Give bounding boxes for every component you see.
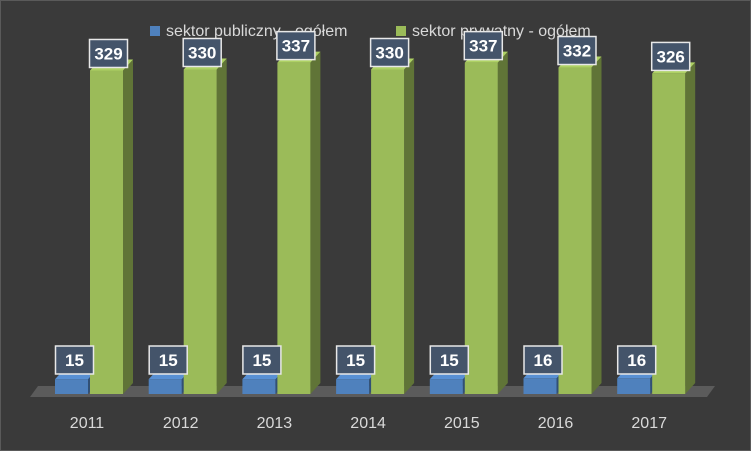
data-label-private-2015-box	[463, 30, 504, 61]
data-label-private-2015: 337	[463, 30, 504, 61]
bar-private-2015	[464, 51, 508, 394]
data-label-public-2014-box	[335, 345, 376, 375]
data-label-public-2014-text: 15	[346, 351, 365, 370]
x-tick-2014: 2014	[350, 415, 386, 432]
x-tick-2012: 2012	[163, 415, 199, 432]
data-label-public-2015: 15	[429, 345, 470, 375]
data-label-private-2017-text: 326	[657, 47, 685, 66]
bar-private-2012	[183, 58, 227, 394]
bar-private-2012-front	[183, 69, 217, 394]
bar-public-2011-front	[55, 379, 88, 394]
data-label-private-2016-text: 332	[563, 42, 591, 61]
bar-public-2013-front	[242, 379, 276, 394]
x-tick-2011: 2011	[70, 415, 105, 432]
bar-private-2017-side	[685, 62, 696, 394]
legend-swatch-public	[150, 26, 160, 36]
data-label-private-2017-box	[650, 41, 691, 72]
bar-private-2014-front	[371, 69, 405, 394]
data-label-private-2016-box	[557, 35, 597, 66]
data-label-public-2015-box	[429, 345, 470, 375]
data-label-private-2013-box	[276, 30, 316, 61]
bar-private-2013	[277, 51, 321, 394]
bar-private-2011-side	[123, 59, 133, 394]
data-label-private-2017: 326	[650, 41, 691, 72]
data-labels-layer: 15 329 15 330 15 337 15 330 15 337 16 332 16 326	[54, 30, 691, 375]
x-tick-2017: 2017	[631, 415, 667, 432]
data-label-public-2011: 15	[54, 345, 95, 375]
bar-private-2016-front	[558, 67, 592, 395]
bar-private-2017-front	[652, 73, 686, 394]
bar-private-2017	[652, 62, 696, 394]
data-label-public-2016-text: 16	[534, 351, 553, 370]
data-label-private-2012-box	[182, 37, 222, 68]
x-tick-2013: 2013	[257, 415, 293, 432]
bar-private-2015-front	[464, 62, 498, 394]
bar-private-2011-front	[90, 70, 123, 394]
data-label-private-2013-text: 337	[282, 37, 310, 56]
bar-private-2015-side	[497, 51, 508, 394]
bar-private-2013-side	[310, 51, 321, 394]
data-label-private-2014-text: 330	[375, 44, 403, 63]
data-label-public-2012: 15	[148, 345, 188, 375]
legend-label-public: sektor publiczny - ogółem	[166, 23, 347, 40]
data-label-public-2012-text: 15	[159, 351, 178, 370]
x-tick-2015: 2015	[444, 415, 480, 432]
data-label-private-2014: 330	[369, 37, 410, 68]
bar-public-2015-front	[429, 379, 463, 394]
data-label-public-2016-box	[523, 345, 563, 375]
data-label-public-2016: 16	[523, 345, 563, 375]
data-label-public-2011-box	[54, 345, 95, 375]
bars-layer	[55, 51, 696, 395]
bar-private-2014-side	[404, 58, 415, 394]
data-label-private-2011: 329	[88, 38, 129, 69]
data-label-public-2013: 15	[242, 345, 282, 375]
data-label-public-2017-box	[616, 345, 657, 375]
data-label-public-2017-text: 16	[627, 351, 646, 370]
data-label-public-2017: 16	[616, 345, 657, 375]
legend-swatch-private	[396, 26, 406, 36]
data-label-private-2011-text: 329	[94, 44, 122, 63]
bar-private-2011	[90, 59, 133, 394]
bar-public-2014-front	[336, 379, 370, 394]
data-label-private-2016: 332	[557, 35, 597, 66]
data-label-private-2013: 337	[276, 30, 316, 61]
bar-private-2014	[371, 58, 415, 394]
bar-private-2016	[558, 56, 602, 395]
data-label-private-2012-text: 330	[188, 44, 216, 63]
x-tick-2016: 2016	[538, 415, 574, 432]
data-label-private-2015-text: 337	[469, 37, 497, 56]
data-label-public-2011-text: 15	[65, 351, 84, 370]
bar-public-2017-front	[617, 378, 651, 394]
data-label-public-2013-text: 15	[252, 351, 271, 370]
data-label-public-2012-box	[148, 345, 188, 375]
legend: sektor publiczny - ogółem sektor prywatn…	[150, 23, 591, 40]
data-label-public-2014: 15	[335, 345, 376, 375]
x-axis-ticks: 2011 2012 2013 2014 2015 2016 2017	[70, 415, 667, 432]
bar-private-2016-side	[591, 56, 602, 395]
bar-private-2013-front	[277, 62, 311, 394]
data-label-private-2012: 330	[182, 37, 222, 68]
data-label-public-2013-box	[242, 345, 282, 375]
data-label-private-2014-box	[369, 37, 410, 68]
data-label-public-2015-text: 15	[440, 351, 459, 370]
bar-private-2012-side	[216, 58, 227, 394]
data-label-private-2011-box	[88, 38, 129, 69]
bar-public-2012-front	[148, 379, 182, 394]
bar-public-2016-front	[523, 378, 557, 394]
